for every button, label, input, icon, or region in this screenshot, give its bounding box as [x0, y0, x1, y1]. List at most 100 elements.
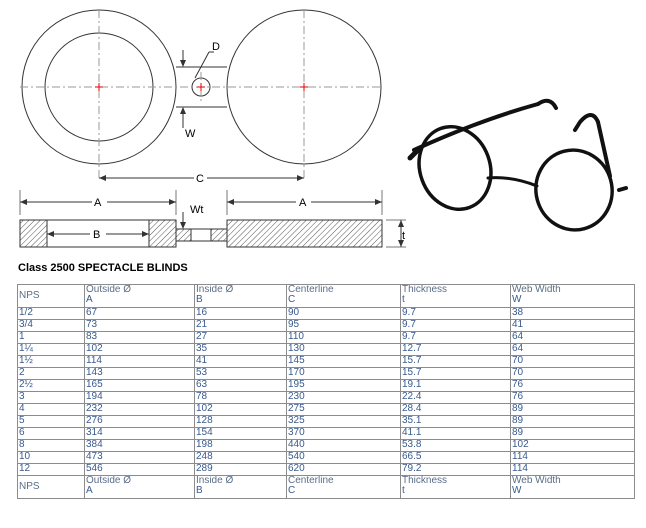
cell-web-width: 114 — [510, 451, 635, 464]
table-row: 8 384 198 440 53.8 102 — [17, 439, 635, 452]
table-row: 1 83 27 110 9.7 64 — [17, 331, 635, 344]
cell-nps: 3/4 — [17, 319, 85, 332]
table-row: 2½ 165 63 195 19.1 76 — [17, 379, 635, 392]
cell-centerline: 95 — [286, 319, 401, 332]
table-row: 3 194 78 230 22.4 76 — [17, 391, 635, 404]
cell-outside-diameter: 384 — [84, 439, 195, 452]
cell-centerline: 275 — [286, 403, 401, 416]
cell-outside-diameter: 143 — [84, 367, 195, 380]
cell-centerline: 325 — [286, 415, 401, 428]
cell-nps: 12 — [17, 463, 85, 476]
cell-web-width: 38 — [510, 307, 635, 320]
cell-centerline: 440 — [286, 439, 401, 452]
cell-inside-diameter: 154 — [194, 427, 287, 440]
cell-web-width: 114 — [510, 463, 635, 476]
cell-centerline: 195 — [286, 379, 401, 392]
table-row: 3/4 73 21 95 9.7 41 — [17, 319, 635, 332]
cell-outside-diameter: 114 — [84, 355, 195, 368]
header-nps: NPS — [17, 284, 85, 308]
cell-outside-diameter: 546 — [84, 463, 195, 476]
label-C: C — [196, 173, 204, 185]
footer-nps: NPS — [17, 475, 85, 499]
label-D: D — [212, 41, 220, 53]
cell-web-width: 89 — [510, 415, 635, 428]
top-view — [20, 9, 382, 181]
cell-web-width: 89 — [510, 403, 635, 416]
cell-inside-diameter: 128 — [194, 415, 287, 428]
cell-centerline: 230 — [286, 391, 401, 404]
cell-outside-diameter: 83 — [84, 331, 195, 344]
cell-centerline: 620 — [286, 463, 401, 476]
table-row: 4 232 102 275 28.4 89 — [17, 403, 635, 416]
label-Wt: Wt — [190, 204, 203, 216]
cell-inside-diameter: 53 — [194, 367, 287, 380]
cell-nps: 4 — [17, 403, 85, 416]
eyeglasses-illustration — [407, 98, 628, 232]
cell-inside-diameter: 78 — [194, 391, 287, 404]
cell-thickness: 22.4 — [400, 391, 511, 404]
cell-inside-diameter: 198 — [194, 439, 287, 452]
cell-outside-diameter: 473 — [84, 451, 195, 464]
cell-nps: 1 — [17, 331, 85, 344]
cell-thickness: 9.7 — [400, 319, 511, 332]
cell-thickness: 9.7 — [400, 331, 511, 344]
cell-web-width: 76 — [510, 391, 635, 404]
label-W: W — [185, 128, 196, 140]
cell-web-width: 70 — [510, 355, 635, 368]
table-row: 1½ 114 41 145 15.7 70 — [17, 355, 635, 368]
spectacle-blind-drawing: D W C — [19, 9, 628, 248]
cell-inside-diameter: 16 — [194, 307, 287, 320]
cell-inside-diameter: 35 — [194, 343, 287, 356]
table-row: 5 276 128 325 35.1 89 — [17, 415, 635, 428]
cell-nps: 2½ — [17, 379, 85, 392]
cell-nps: 8 — [17, 439, 85, 452]
cell-centerline: 90 — [286, 307, 401, 320]
cell-inside-diameter: 102 — [194, 403, 287, 416]
cell-thickness: 79.2 — [400, 463, 511, 476]
cell-outside-diameter: 67 — [84, 307, 195, 320]
cell-inside-diameter: 248 — [194, 451, 287, 464]
cell-centerline: 145 — [286, 355, 401, 368]
cell-outside-diameter: 276 — [84, 415, 195, 428]
cell-centerline: 130 — [286, 343, 401, 356]
label-B: B — [93, 229, 100, 241]
cell-centerline: 370 — [286, 427, 401, 440]
cell-nps: 5 — [17, 415, 85, 428]
cell-nps: 1/2 — [17, 307, 85, 320]
cell-centerline: 110 — [286, 331, 401, 344]
cell-thickness: 28.4 — [400, 403, 511, 416]
cell-web-width: 41 — [510, 319, 635, 332]
cell-nps: 6 — [17, 427, 85, 440]
cell-nps: 2 — [17, 367, 85, 380]
cell-nps: 3 — [17, 391, 85, 404]
cell-thickness: 12.7 — [400, 343, 511, 356]
cell-outside-diameter: 314 — [84, 427, 195, 440]
cell-thickness: 15.7 — [400, 367, 511, 380]
footer-web-width: Web Width W — [510, 475, 635, 499]
header-thickness: Thickness t — [400, 284, 511, 308]
cell-nps: 1¼ — [17, 343, 85, 356]
header-centerline: Centerline C — [286, 284, 401, 308]
cell-web-width: 89 — [510, 427, 635, 440]
header-web-width: Web Width W — [510, 284, 635, 308]
cell-outside-diameter: 165 — [84, 379, 195, 392]
cell-inside-diameter: 289 — [194, 463, 287, 476]
footer-thickness: Thickness t — [400, 475, 511, 499]
cell-outside-diameter: 232 — [84, 403, 195, 416]
cell-inside-diameter: 41 — [194, 355, 287, 368]
cell-web-width: 64 — [510, 343, 635, 356]
cell-centerline: 170 — [286, 367, 401, 380]
cell-thickness: 19.1 — [400, 379, 511, 392]
table-body: 1/2 67 16 90 9.7 38 3/4 73 21 95 9.7 41 1 83 27 110 9.7 6… — [17, 307, 635, 476]
cell-web-width: 76 — [510, 379, 635, 392]
footer-centerline: Centerline C — [286, 475, 401, 499]
cell-web-width: 102 — [510, 439, 635, 452]
table-title: Class 2500 SPECTACLE BLINDS — [18, 262, 188, 274]
cell-inside-diameter: 27 — [194, 331, 287, 344]
cell-nps: 1½ — [17, 355, 85, 368]
cell-thickness: 35.1 — [400, 415, 511, 428]
